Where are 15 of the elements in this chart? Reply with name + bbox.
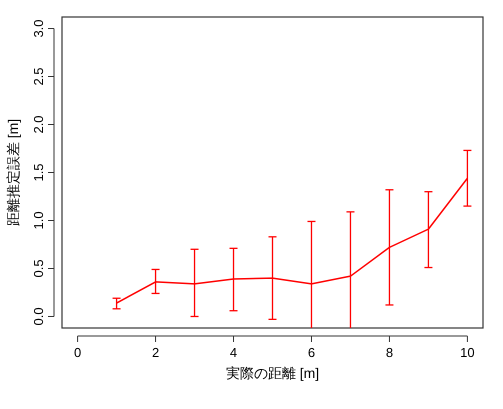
y-tick-label: 3.0 [31,19,46,38]
x-tick-label: 2 [152,345,160,360]
x-tick-label: 0 [74,345,82,360]
y-tick-label: 0.5 [31,259,46,278]
y-tick-label: 2.0 [31,115,46,134]
x-tick-label: 4 [230,345,238,360]
y-tick-label: 0.0 [31,307,46,326]
x-axis-title: 実際の距離 [m] [226,365,320,381]
x-tick-label: 6 [308,345,316,360]
y-axis-title: 距離推定誤差 [m] [5,118,21,226]
y-tick-label: 1.5 [31,163,46,182]
y-tick-label: 2.5 [31,67,46,86]
x-tick-label: 10 [460,345,475,360]
x-tick-label: 8 [386,345,394,360]
y-tick-label: 1.0 [31,211,46,230]
